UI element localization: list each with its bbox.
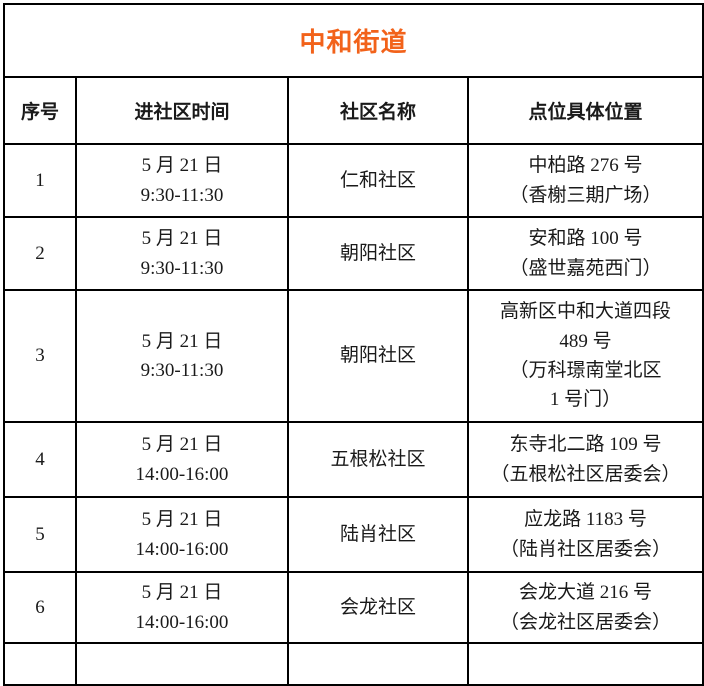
location-cell: 高新区中和大道四段 489 号（万科璟南堂北区 1 号门） xyxy=(466,289,704,423)
time-cell: 5 月 21 日 9:30-11:30 xyxy=(75,216,289,291)
community-cell: 朝阳社区 xyxy=(287,289,469,423)
header-row: 序号 进社区时间 社区名称 点位具体位置 xyxy=(3,76,704,145)
table-row: 3 5 月 21 日 9:30-11:30 朝阳社区 高新区中和大道四段 489 号… xyxy=(3,289,704,423)
serial-cell: 1 xyxy=(3,143,77,218)
community-cell: 五根松社区 xyxy=(287,421,469,498)
community-cell xyxy=(287,642,469,686)
community-schedule-table: 中和街道 序号 进社区时间 社区名称 点位具体位置 1 5 月 21 日 9:30… xyxy=(2,3,704,686)
table-row: 2 5 月 21 日 9:30-11:30 朝阳社区 安和路 100 号（盛世嘉苑… xyxy=(3,216,704,291)
time-cell: 5 月 21 日 14:00-16:00 xyxy=(75,421,289,498)
table-row: 6 5 月 21 日 14:00-16:00 会龙社区 会龙大道 216 号（会龙… xyxy=(3,571,704,644)
community-cell: 会龙社区 xyxy=(287,571,469,644)
serial-cell: 5 xyxy=(3,496,77,573)
serial-cell: 4 xyxy=(3,421,77,498)
title-row: 中和街道 xyxy=(2,3,704,78)
col-header-community: 社区名称 xyxy=(287,76,469,145)
location-cell: 东寺北二路 109 号（五根松社区居委会） xyxy=(466,421,704,498)
table-row: 5 5 月 21 日 14:00-16:00 陆肖社区 应龙路 1183 号（陆肖… xyxy=(3,496,704,573)
table-row: 4 5 月 21 日 14:00-16:00 五根松社区 东寺北二路 109 号（… xyxy=(3,421,704,498)
serial-cell xyxy=(3,642,77,686)
serial-cell: 2 xyxy=(3,216,77,291)
table-row: 1 5 月 21 日 9:30-11:30 仁和社区 中柏路 276 号（香榭三期… xyxy=(3,143,704,218)
serial-cell: 3 xyxy=(3,289,77,423)
location-cell: 会龙大道 216 号（会龙社区居委会） xyxy=(466,571,704,644)
community-cell: 仁和社区 xyxy=(287,143,469,218)
col-header-time: 进社区时间 xyxy=(75,76,289,145)
serial-cell: 6 xyxy=(3,571,77,644)
time-cell: 5 月 21 日 14:00-16:00 xyxy=(75,571,289,644)
col-header-location: 点位具体位置 xyxy=(466,76,704,145)
community-cell: 陆肖社区 xyxy=(287,496,469,573)
time-cell: 5 月 21 日 9:30-11:30 xyxy=(75,289,289,423)
community-cell: 朝阳社区 xyxy=(287,216,469,291)
location-cell xyxy=(466,642,704,686)
location-cell: 中柏路 276 号（香榭三期广场） xyxy=(466,143,704,218)
location-cell: 安和路 100 号（盛世嘉苑西门） xyxy=(466,216,704,291)
page-title: 中和街道 xyxy=(2,3,704,78)
location-cell: 应龙路 1183 号（陆肖社区居委会） xyxy=(466,496,704,573)
time-cell xyxy=(75,642,289,686)
col-header-serial: 序号 xyxy=(3,76,77,145)
time-cell: 5 月 21 日 9:30-11:30 xyxy=(75,143,289,218)
time-cell: 5 月 21 日 14:00-16:00 xyxy=(75,496,289,573)
table-row-cutoff xyxy=(3,642,704,686)
